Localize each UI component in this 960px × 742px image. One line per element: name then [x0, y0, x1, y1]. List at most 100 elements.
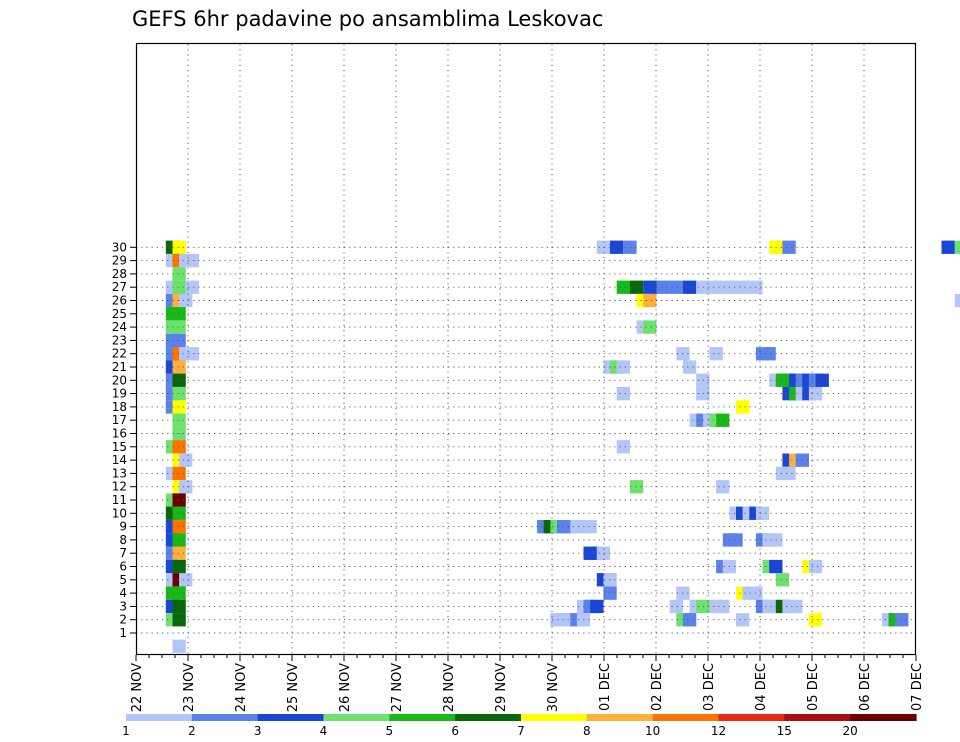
heatmap-cell — [172, 440, 186, 454]
colorbar-swatch — [784, 714, 851, 721]
x-tick-label: 29 NOV — [494, 663, 509, 712]
heatmap-cell — [669, 280, 683, 294]
heatmap-cell — [789, 599, 803, 614]
y-tick-label: 20 — [112, 373, 127, 387]
y-tick-label: 7 — [119, 546, 127, 560]
colorbar-tick-label: 2 — [188, 724, 196, 738]
heatmap-cell — [172, 520, 186, 534]
heatmap-cell — [736, 613, 750, 627]
heatmap-cell — [815, 373, 829, 387]
y-tick-label: 2 — [119, 613, 127, 627]
colorbar-tick-label: 7 — [517, 724, 525, 738]
heatmap-cell — [782, 466, 796, 481]
chart-title: GEFS 6hr padavine po ansamblima Leskovac — [132, 7, 603, 31]
y-tick-label: 19 — [112, 387, 127, 401]
colorbar-swatch — [455, 714, 522, 721]
heatmap-cell — [643, 320, 657, 334]
heatmap-cell — [808, 387, 823, 401]
heatmap-cell — [629, 480, 644, 494]
x-tick-label: 27 NOV — [390, 663, 405, 712]
grid-lines — [136, 44, 916, 655]
heatmap-cell — [895, 613, 909, 627]
y-tick-label: 10 — [112, 506, 127, 520]
y-tick-label: 4 — [119, 586, 127, 600]
heatmap-cell — [683, 613, 697, 627]
y-tick-label: 18 — [112, 400, 127, 414]
colorbar-tick-label: 1 — [122, 724, 130, 738]
y-tick-label: 5 — [119, 573, 127, 587]
colorbar-swatch — [586, 714, 654, 721]
heatmap-cell — [616, 440, 630, 454]
colorbar-tick-label: 4 — [320, 724, 328, 738]
heatmap-cell — [954, 293, 960, 308]
y-tick-label: 13 — [112, 466, 127, 480]
y-tick-label: 8 — [119, 533, 127, 547]
x-tick-label: 24 NOV — [234, 663, 249, 712]
y-tick-label: 26 — [112, 294, 127, 308]
heatmap-cell — [172, 333, 186, 348]
heatmap-cell — [172, 307, 186, 321]
y-tick-label: 16 — [112, 427, 127, 441]
colorbar-tick-label: 6 — [451, 724, 459, 738]
colorbar-swatch — [521, 714, 588, 721]
x-tick-label: 22 NOV — [130, 663, 145, 712]
colorbar-tick-label: 8 — [583, 724, 591, 738]
heatmap-cell — [590, 599, 604, 614]
colorbar-tick-label: 10 — [645, 724, 660, 738]
colorbar-swatch — [718, 714, 785, 721]
heatmap-cell — [616, 387, 630, 401]
heatmap-cell — [643, 280, 657, 294]
heatmap-cell — [172, 586, 186, 600]
y-tick-label: 30 — [112, 240, 127, 254]
colorbar-swatch — [257, 714, 325, 721]
heatmap-cell — [596, 546, 611, 560]
x-tick-label: 25 NOV — [286, 663, 301, 712]
heatmap-cell — [775, 573, 790, 587]
heatmap-cell — [616, 360, 630, 374]
heatmap-cell — [616, 280, 630, 294]
y-tick-label: 3 — [119, 599, 127, 613]
heatmap-cell — [185, 253, 199, 268]
heatmap-cell — [623, 240, 637, 254]
heatmap-cell — [709, 280, 723, 294]
heatmap-cell — [172, 280, 186, 294]
heatmap-cell — [736, 400, 750, 414]
x-tick-label: 26 NOV — [338, 663, 353, 712]
heatmap-cell — [808, 559, 823, 574]
y-tick-label: 21 — [112, 360, 127, 374]
heatmap-cell — [716, 413, 730, 427]
y-tick-label: 23 — [112, 333, 127, 347]
heatmap-cell — [172, 320, 186, 334]
x-tick-label: 28 NOV — [442, 663, 457, 712]
heatmap-cell — [172, 413, 186, 427]
colorbar-swatch — [389, 714, 456, 721]
y-tick-label: 15 — [112, 440, 127, 454]
heatmap-cell — [172, 599, 186, 614]
heatmap-cell — [172, 533, 186, 547]
plot-frame — [135, 42, 917, 656]
y-tick-label: 27 — [112, 280, 127, 294]
colorbar-tick-label: 15 — [777, 724, 792, 738]
heatmap-cell — [172, 387, 186, 401]
heatmap-cell — [716, 599, 730, 614]
y-tick-label: 14 — [112, 453, 127, 467]
heatmap-cell — [762, 347, 776, 361]
heatmap-cell — [736, 280, 750, 294]
y-tick-label: 22 — [112, 347, 127, 361]
x-tick-label: 06 DEC — [858, 663, 873, 711]
x-tick-label: 30 NOV — [546, 663, 561, 712]
y-tick-label: 28 — [112, 267, 127, 281]
colorbar-swatch — [191, 714, 259, 721]
colorbar-swatch — [126, 714, 193, 721]
colorbar-swatch — [323, 714, 390, 721]
heatmap-cell — [583, 520, 597, 534]
heatmap-cell — [669, 599, 683, 614]
heatmap-cell — [172, 466, 186, 481]
heatmap-cell — [172, 506, 186, 520]
heatmap-cell — [172, 559, 186, 574]
x-tick-label: 04 DEC — [754, 663, 769, 711]
x-tick-label: 23 NOV — [182, 663, 197, 712]
colorbar-tick-label: 12 — [711, 724, 726, 738]
colorbar-swatch — [850, 714, 917, 721]
